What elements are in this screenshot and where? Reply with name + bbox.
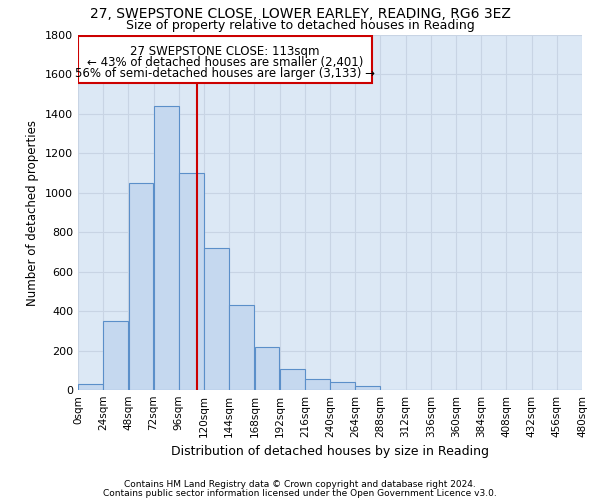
Bar (229, 305, 254, 390)
Text: Contains HM Land Registry data © Crown copyright and database right 2024.: Contains HM Land Registry data © Crown c… (124, 480, 476, 489)
Bar (204, 248, 229, 390)
Text: Contains public sector information licensed under the Open Government Licence v3: Contains public sector information licen… (103, 488, 497, 498)
X-axis label: Distribution of detached houses by size in Reading: Distribution of detached houses by size … (171, 446, 489, 458)
Y-axis label: Number of detached properties: Number of detached properties (26, 120, 40, 306)
Bar (78, 384, 103, 390)
Text: Size of property relative to detached houses in Reading: Size of property relative to detached ho… (125, 19, 475, 32)
Bar (179, 173, 204, 390)
Bar (280, 370, 305, 390)
Bar (154, 106, 179, 390)
Bar (305, 379, 330, 390)
Text: 56% of semi-detached houses are larger (3,133) →: 56% of semi-detached houses are larger (… (75, 66, 375, 80)
Bar (103, 321, 128, 390)
Text: ← 43% of detached houses are smaller (2,401): ← 43% of detached houses are smaller (2,… (87, 56, 363, 68)
Bar (128, 183, 154, 390)
Text: 27, SWEPSTONE CLOSE, LOWER EARLEY, READING, RG6 3EZ: 27, SWEPSTONE CLOSE, LOWER EARLEY, READI… (89, 8, 511, 22)
Bar (254, 346, 280, 390)
Bar (78, 36, 372, 84)
Text: 27 SWEPSTONE CLOSE: 113sqm: 27 SWEPSTONE CLOSE: 113sqm (130, 45, 320, 58)
Bar (330, 382, 355, 390)
Bar (355, 386, 380, 390)
